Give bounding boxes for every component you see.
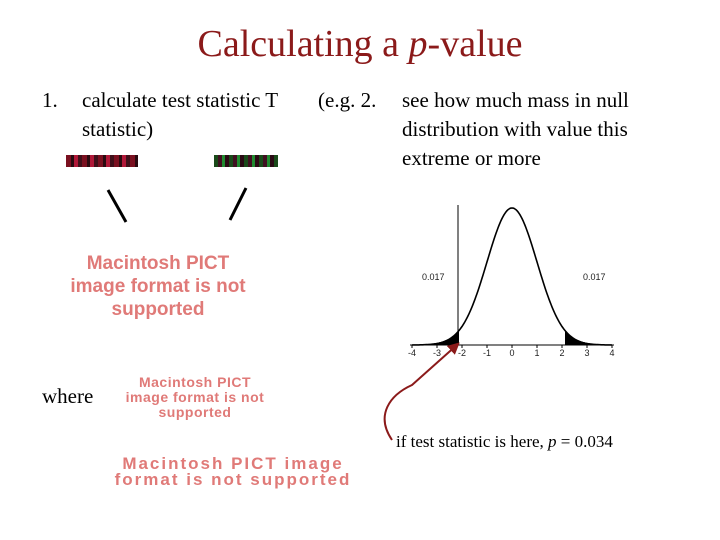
x-tick-label: -3 (433, 348, 441, 358)
x-tick-label: -1 (483, 348, 491, 358)
density-curve (411, 207, 613, 346)
p-value-note: if test statistic is here, p = 0.034 (396, 432, 613, 451)
x-tick-label: 1 (534, 348, 539, 358)
expression-strip-left (66, 155, 138, 167)
right-tail-label: 0.017 (583, 272, 606, 282)
slide-title: Calculating a p-value (197, 23, 523, 65)
x-tick-label: -2 (458, 348, 466, 358)
step-1: 1. calculate test statistic T statistic) (42, 86, 312, 144)
step-2-text: see how much mass in null distribution w… (402, 88, 629, 170)
left-tail-area (412, 330, 459, 345)
step-1-text: calculate test statistic T statistic) (82, 88, 278, 141)
arrow-right (228, 187, 248, 221)
step-2-lead: (e.g. 2. (318, 88, 377, 112)
null-distribution-chart: -4 -3 -2 -1 0 1 2 3 4 0.017 0.017 (408, 205, 615, 358)
pict-placeholder-formula: Macintosh PICT image format is not suppo… (70, 253, 246, 320)
step-2: (e.g. 2. see how much mass in null distr… (318, 86, 678, 173)
x-tick-label: 3 (584, 348, 589, 358)
left-tail-label: 0.017 (422, 272, 445, 282)
arrow-left (106, 189, 128, 223)
step-1-number: 1. (42, 88, 58, 112)
pict-placeholder-where-2: Macintosh PICT image format is not suppo… (114, 454, 352, 489)
pict-placeholder-where-1: Macintosh PICT image format is not suppo… (125, 374, 265, 420)
pointer-arrow (383, 342, 460, 441)
where-label: where (42, 384, 94, 408)
x-tick-label: 0 (509, 348, 514, 358)
expression-strip-right (214, 155, 278, 167)
x-tick-label: 2 (559, 348, 564, 358)
right-tail-area (565, 330, 612, 345)
x-tick-label: -4 (408, 348, 416, 358)
x-tick-label: 4 (609, 348, 614, 358)
